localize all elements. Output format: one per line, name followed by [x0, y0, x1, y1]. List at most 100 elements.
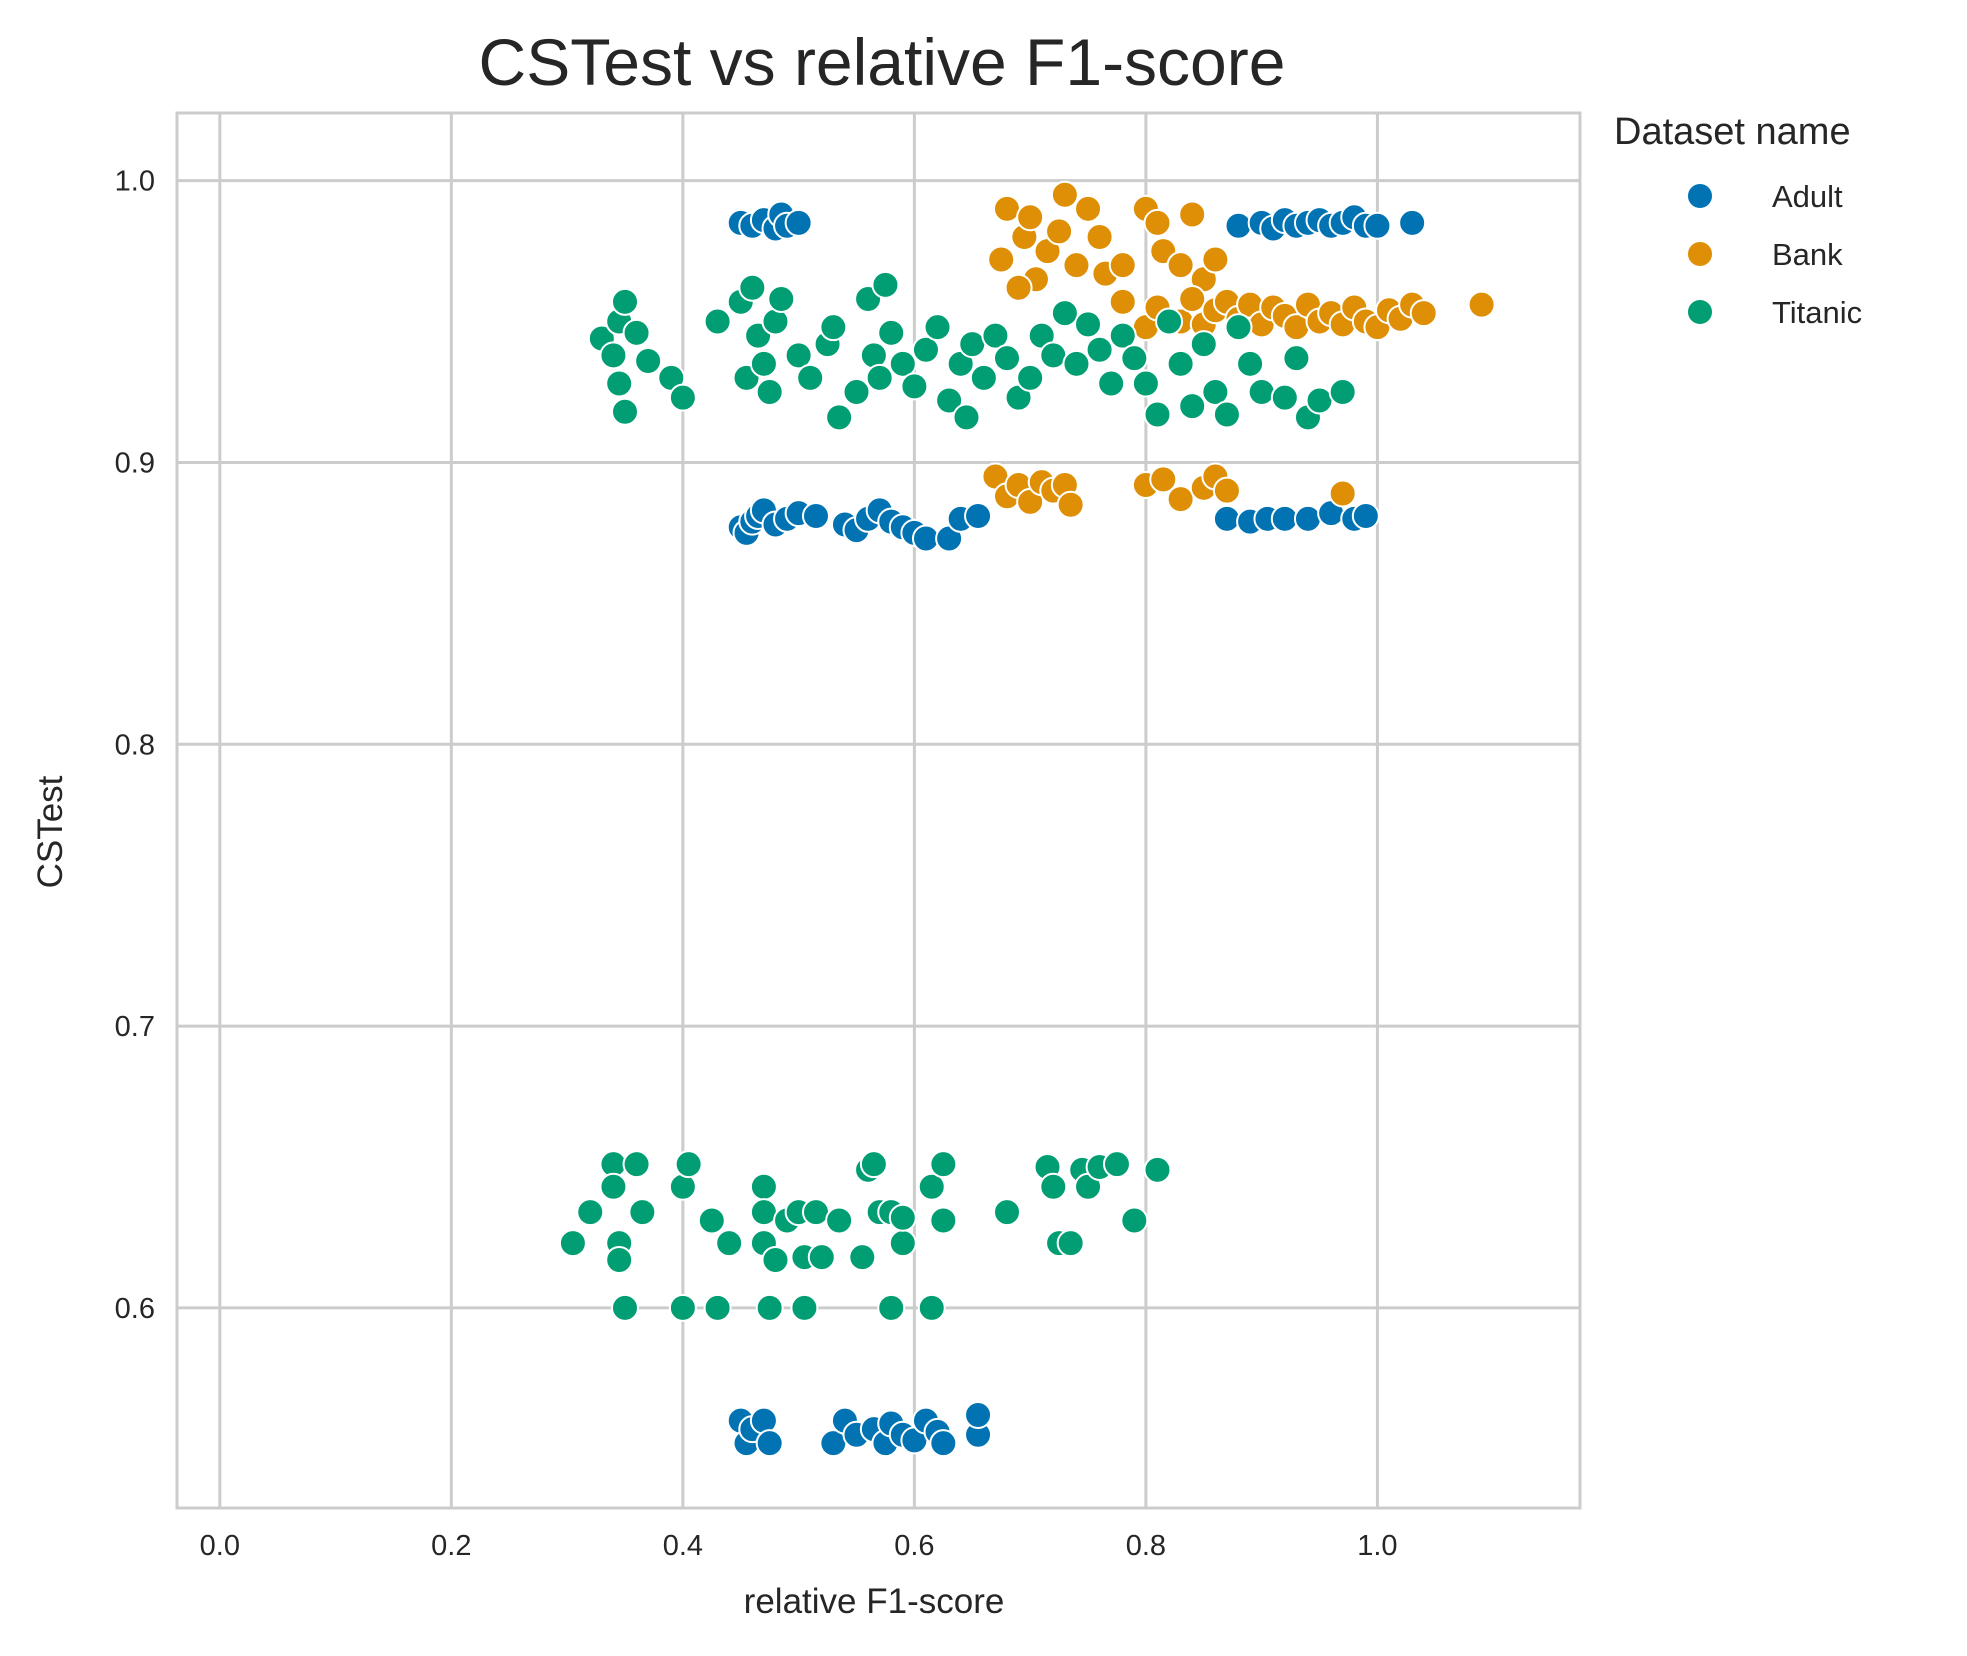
data-point	[738, 273, 767, 302]
data-point	[992, 194, 1021, 223]
y-tick-label: 0.9	[115, 447, 155, 479]
legend: Dataset name Adult Bank Titanic	[1614, 111, 1862, 330]
data-point	[1102, 1150, 1131, 1179]
y-axis-label: CSTest	[31, 775, 70, 888]
tick-labels: 0.0 0.2 0.4 0.6 0.8 1.0 0.6 0.7 0.8 0.9 1.0	[115, 166, 1398, 1562]
data-point	[1178, 392, 1207, 421]
data-point	[1039, 1172, 1068, 1201]
data-point	[929, 1150, 958, 1179]
data-point	[790, 1293, 819, 1322]
data-point	[1409, 299, 1438, 328]
data-point	[697, 1206, 726, 1235]
series-titanic	[558, 270, 1357, 1322]
data-point	[877, 1293, 906, 1322]
data-point	[668, 1293, 697, 1322]
data-point	[1131, 369, 1160, 398]
data-point	[1247, 378, 1276, 406]
data-point	[610, 287, 639, 316]
chart-title: CSTest vs relative F1-score	[479, 25, 1286, 99]
data-point	[749, 1172, 778, 1201]
data-point	[923, 313, 952, 342]
data-point	[1085, 223, 1114, 251]
data-point	[807, 1243, 836, 1272]
data-point	[1050, 299, 1079, 328]
data-point	[1062, 349, 1091, 378]
data-point	[964, 502, 993, 530]
data-point	[819, 313, 848, 342]
data-point	[1270, 383, 1299, 412]
data-point	[1155, 307, 1184, 336]
y-tick-label: 0.7	[115, 1011, 155, 1043]
data-point	[1039, 341, 1068, 370]
data-point	[1166, 485, 1195, 514]
series-adult	[726, 200, 1427, 1458]
data-point	[888, 1203, 917, 1232]
data-point	[668, 383, 697, 412]
data-point	[992, 344, 1021, 373]
data-point	[1108, 321, 1137, 350]
data-point	[801, 1198, 830, 1227]
data-point	[1149, 465, 1178, 494]
data-point	[1166, 349, 1195, 378]
legend-marker	[1686, 240, 1714, 268]
data-point	[674, 1150, 703, 1179]
data-point	[964, 1401, 993, 1429]
data-point	[888, 1229, 917, 1258]
data-point	[929, 1429, 958, 1458]
data-point	[917, 1293, 946, 1322]
data-point	[1178, 285, 1207, 313]
data-point	[888, 349, 917, 378]
data-point	[1328, 479, 1357, 508]
y-tick-label: 0.6	[115, 1293, 155, 1325]
data-point	[610, 1293, 639, 1322]
data-point	[1166, 251, 1195, 280]
x-tick-label: 0.2	[431, 1530, 471, 1562]
data-point	[981, 321, 1010, 350]
data-point	[755, 1293, 784, 1322]
data-point	[576, 1198, 605, 1227]
x-tick-label: 0.4	[663, 1530, 703, 1562]
data-point	[1056, 1229, 1085, 1258]
data-point	[767, 285, 796, 313]
data-point	[952, 403, 981, 432]
data-point	[871, 270, 900, 299]
data-point	[929, 1206, 958, 1235]
data-point	[935, 386, 964, 415]
data-point	[1045, 217, 1074, 246]
data-point	[911, 524, 940, 553]
data-point	[622, 318, 651, 347]
data-point	[1062, 251, 1091, 280]
y-tick-label: 0.8	[115, 729, 155, 761]
data-point	[796, 363, 825, 392]
data-point	[825, 1206, 854, 1235]
data-point	[1467, 290, 1496, 319]
data-point	[825, 403, 854, 432]
x-axis-label: relative F1-score	[744, 1582, 1005, 1621]
data-point	[1056, 490, 1085, 519]
data-point	[987, 245, 1016, 274]
data-point	[610, 397, 639, 426]
data-point	[558, 1229, 587, 1258]
data-point	[1143, 1155, 1172, 1184]
legend-items: Adult Bank Titanic	[1686, 179, 1862, 330]
y-tick-label: 1.0	[115, 166, 155, 198]
data-point	[715, 1229, 744, 1258]
data-point	[1212, 476, 1241, 505]
data-point	[865, 363, 894, 392]
data-point	[1189, 330, 1218, 359]
data-point	[784, 341, 813, 370]
data-point	[1085, 335, 1114, 364]
data-point	[605, 1246, 634, 1274]
data-point	[801, 502, 830, 530]
legend-label: Titanic	[1772, 295, 1862, 330]
data-point	[1212, 400, 1241, 429]
data-point	[1143, 208, 1172, 237]
x-tick-label: 0.0	[200, 1530, 240, 1562]
data-point	[761, 1246, 790, 1274]
data-point	[917, 1172, 946, 1201]
data-point	[1143, 400, 1172, 429]
data-point	[1305, 386, 1334, 415]
data-point	[1201, 378, 1230, 406]
